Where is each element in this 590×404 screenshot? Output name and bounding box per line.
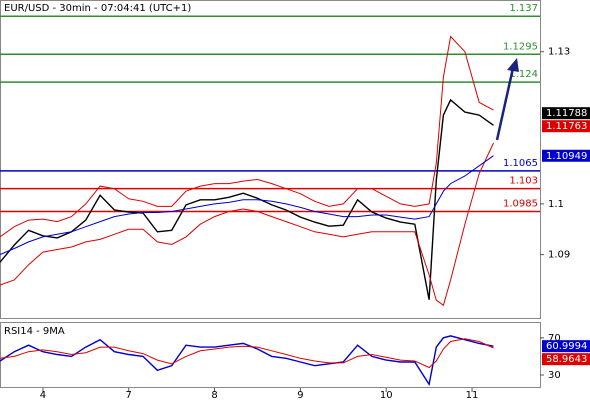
forecast-arrow	[495, 67, 515, 141]
x-tick-label: 11	[466, 390, 479, 400]
price-tag-label: 1.10949	[546, 151, 587, 162]
level-label: 1.137	[509, 3, 538, 14]
level-label: 1.1295	[503, 41, 538, 52]
y-tick-label: 70	[548, 333, 561, 344]
x-tick-label: 4	[40, 390, 46, 400]
series-line	[0, 142, 494, 307]
level-label: 1.0985	[503, 198, 538, 209]
price-tag-box	[542, 149, 590, 162]
series-line	[0, 338, 494, 369]
price-tag-box	[542, 353, 590, 366]
price-tag-box	[542, 107, 590, 120]
price-panel	[0, 0, 541, 319]
x-tick-label: 7	[126, 390, 132, 400]
y-tick-label: 30	[548, 370, 561, 381]
price-tag-box	[542, 120, 590, 133]
series-line	[0, 155, 494, 256]
level-label: 1.124	[509, 69, 538, 80]
level-label: 1.103	[509, 176, 538, 187]
price-tag-box	[542, 340, 590, 353]
price-tag-label: 60.9994	[546, 341, 587, 352]
price-tag-label: 1.11763	[546, 121, 587, 132]
price-tag-label: 58.9643	[546, 354, 587, 365]
price-tag: 58.9643	[542, 353, 590, 366]
plot-layer: 1.09 1.1 1.13 4 7 8 9 10 11 1.137 1.1295 1.124 1.106…	[0, 3, 590, 401]
price-tag: 60.9994	[542, 340, 590, 353]
price-tag: 1.10949	[542, 149, 590, 162]
x-tick-label: 9	[297, 390, 303, 400]
y-tick-label: 1.09	[548, 250, 570, 261]
price-tag-label: 1.11788	[546, 108, 587, 119]
x-tick-label: 8	[211, 390, 217, 400]
rsi-title: RSI14 - 9MA	[4, 326, 65, 337]
series-line	[0, 98, 494, 300]
price-tag: 1.11788	[542, 107, 590, 120]
series-line	[0, 35, 494, 238]
price-tag: 1.11763	[542, 120, 590, 133]
y-tick-label: 1.13	[548, 47, 570, 58]
forecast-arrow-head	[507, 58, 519, 72]
chart-title: EUR/USD - 30min - 07:04:41 (UTC+1)	[4, 3, 191, 14]
x-tick-label: 10	[380, 390, 393, 400]
y-tick-label: 1.1	[548, 199, 564, 210]
series-line	[0, 335, 494, 387]
level-label: 1.1065	[503, 158, 538, 169]
